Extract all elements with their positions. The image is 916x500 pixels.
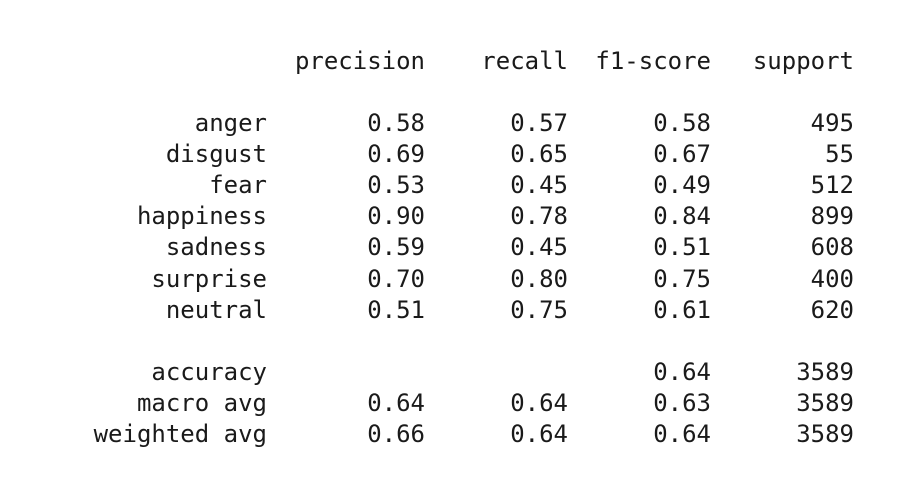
f1-value: 0.51 (653, 233, 711, 261)
precision-value: 0.64 (367, 389, 425, 417)
table-row: neutral 0.51 0.75 0.61 620 (0, 295, 916, 326)
row-label: macro avg (136, 389, 267, 417)
recall-value: 0.80 (510, 265, 568, 293)
row-label: accuracy (151, 358, 267, 386)
table-row: sadness 0.59 0.45 0.51 608 (0, 232, 916, 263)
header-f1-score: f1-score (595, 47, 711, 75)
support-value: 899 (810, 202, 854, 230)
support-value: 608 (810, 233, 854, 261)
f1-value: 0.64 (653, 420, 711, 448)
precision-value: 0.58 (367, 109, 425, 137)
support-value: 512 (810, 171, 854, 199)
support-value: 3589 (796, 389, 854, 417)
recall-value: 0.45 (510, 233, 568, 261)
summary-row-accuracy: accuracy 0.64 3589 (0, 357, 916, 388)
support-value: 400 (810, 265, 854, 293)
recall-value: 0.64 (510, 420, 568, 448)
support-value: 55 (825, 140, 854, 168)
f1-value: 0.84 (653, 202, 711, 230)
recall-value: 0.78 (510, 202, 568, 230)
f1-value: 0.75 (653, 265, 711, 293)
support-value: 3589 (796, 420, 854, 448)
table-row: surprise 0.70 0.80 0.75 400 (0, 264, 916, 295)
row-label: weighted avg (93, 420, 267, 448)
support-value: 3589 (796, 358, 854, 386)
row-label: happiness (136, 202, 267, 230)
row-label: anger (194, 109, 267, 137)
table-row: anger 0.58 0.57 0.58 495 (0, 108, 916, 139)
header-precision: precision (294, 47, 425, 75)
summary-row-macro-avg: macro avg 0.64 0.64 0.63 3589 (0, 388, 916, 419)
precision-value: 0.53 (367, 171, 425, 199)
header-row: precision recall f1-score support (0, 46, 916, 77)
precision-value: 0.69 (367, 140, 425, 168)
recall-value: 0.64 (510, 389, 568, 417)
table-row: happiness 0.90 0.78 0.84 899 (0, 201, 916, 232)
row-label: fear (209, 171, 267, 199)
header-recall: recall (481, 47, 568, 75)
precision-value: 0.70 (367, 265, 425, 293)
recall-value: 0.75 (510, 296, 568, 324)
row-label: sadness (165, 233, 267, 261)
precision-value: 0.90 (367, 202, 425, 230)
table-row: fear 0.53 0.45 0.49 512 (0, 170, 916, 201)
precision-value: 0.59 (367, 233, 425, 261)
row-label: surprise (151, 265, 267, 293)
recall-value: 0.45 (510, 171, 568, 199)
f1-value: 0.64 (653, 358, 711, 386)
recall-value: 0.65 (510, 140, 568, 168)
header-support: support (752, 47, 854, 75)
f1-value: 0.49 (653, 171, 711, 199)
precision-value: 0.51 (367, 296, 425, 324)
precision-value: 0.66 (367, 420, 425, 448)
f1-value: 0.61 (653, 296, 711, 324)
row-label: disgust (165, 140, 267, 168)
row-label: neutral (165, 296, 267, 324)
summary-row-weighted-avg: weighted avg 0.66 0.64 0.64 3589 (0, 419, 916, 450)
recall-value: 0.57 (510, 109, 568, 137)
f1-value: 0.63 (653, 389, 711, 417)
f1-value: 0.67 (653, 140, 711, 168)
support-value: 620 (810, 296, 854, 324)
support-value: 495 (810, 109, 854, 137)
table-row: disgust 0.69 0.65 0.67 55 (0, 139, 916, 170)
f1-value: 0.58 (653, 109, 711, 137)
